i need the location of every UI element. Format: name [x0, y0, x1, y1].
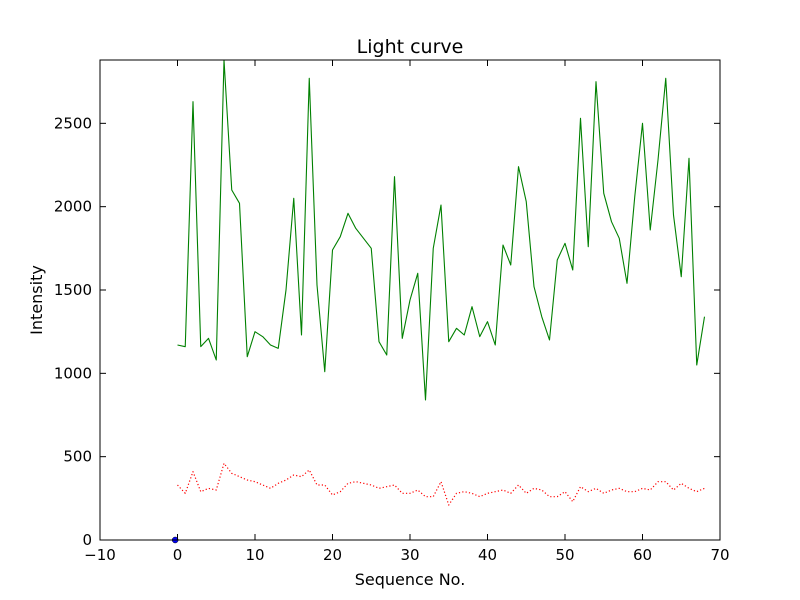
y-tick-label: 1500: [54, 281, 92, 299]
x-tick-label: 20: [323, 546, 342, 564]
x-tick-label: 10: [245, 546, 264, 564]
y-tick-label: 0: [82, 531, 92, 549]
x-tick-label: 30: [400, 546, 419, 564]
y-axis-label: Intensity: [27, 265, 46, 335]
y-tick-label: 2000: [54, 198, 92, 216]
x-axis-label: Sequence No.: [355, 570, 466, 589]
series-group: [177, 60, 706, 506]
x-tick-label: 40: [478, 546, 497, 564]
x-tick-label: 0: [173, 546, 183, 564]
chart-title: Light curve: [357, 36, 464, 58]
y-tick-label: 1000: [54, 364, 92, 382]
y-tick-label: 500: [63, 448, 92, 466]
x-tick-label: 60: [633, 546, 652, 564]
x-tick-label: −10: [84, 546, 116, 564]
x-tick-label: 50: [555, 546, 574, 564]
x-tick-label: 70: [710, 546, 729, 564]
y-tick-label: 2500: [54, 114, 92, 132]
signal-series-line: [177, 60, 706, 401]
